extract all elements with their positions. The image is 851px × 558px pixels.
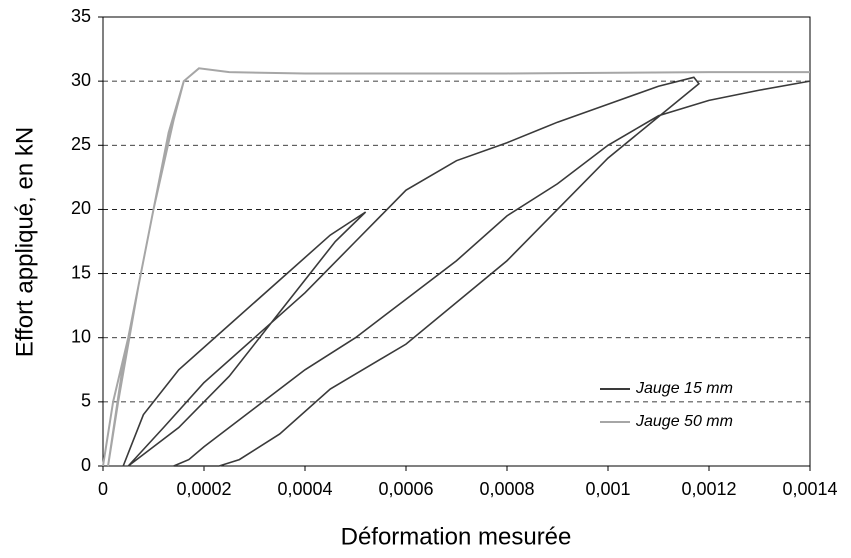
x-tick-label: 0,0012 [681, 479, 736, 499]
series-line [122, 76, 811, 467]
x-tick-label: 0,0002 [176, 479, 231, 499]
y-tick-label: 25 [71, 134, 91, 154]
series-line [102, 67, 810, 467]
x-tick-label: 0,0006 [378, 479, 433, 499]
x-tick-label: 0,0014 [782, 479, 837, 499]
y-tick-label: 5 [81, 391, 91, 411]
y-tick-label: 20 [71, 198, 91, 218]
legend-label: Jauge 50 mm [635, 413, 733, 430]
x-axis-title: Déformation mesurée [341, 523, 572, 550]
x-tick-label: 0,0004 [277, 479, 332, 499]
y-tick-label: 35 [71, 6, 91, 26]
y-tick-label: 10 [71, 326, 91, 346]
plot-frame [102, 16, 811, 467]
x-tick-label: 0 [98, 479, 108, 499]
y-axis-title: Effort appliqué, en kN [11, 127, 38, 357]
legend-label: Jauge 15 mm [635, 380, 733, 397]
x-tick-label: 0,0008 [479, 479, 534, 499]
y-tick-label: 30 [71, 70, 91, 90]
x-tick-label: 0,001 [585, 479, 630, 499]
y-tick-label: 15 [71, 262, 91, 282]
y-tick-label: 0 [81, 455, 91, 475]
